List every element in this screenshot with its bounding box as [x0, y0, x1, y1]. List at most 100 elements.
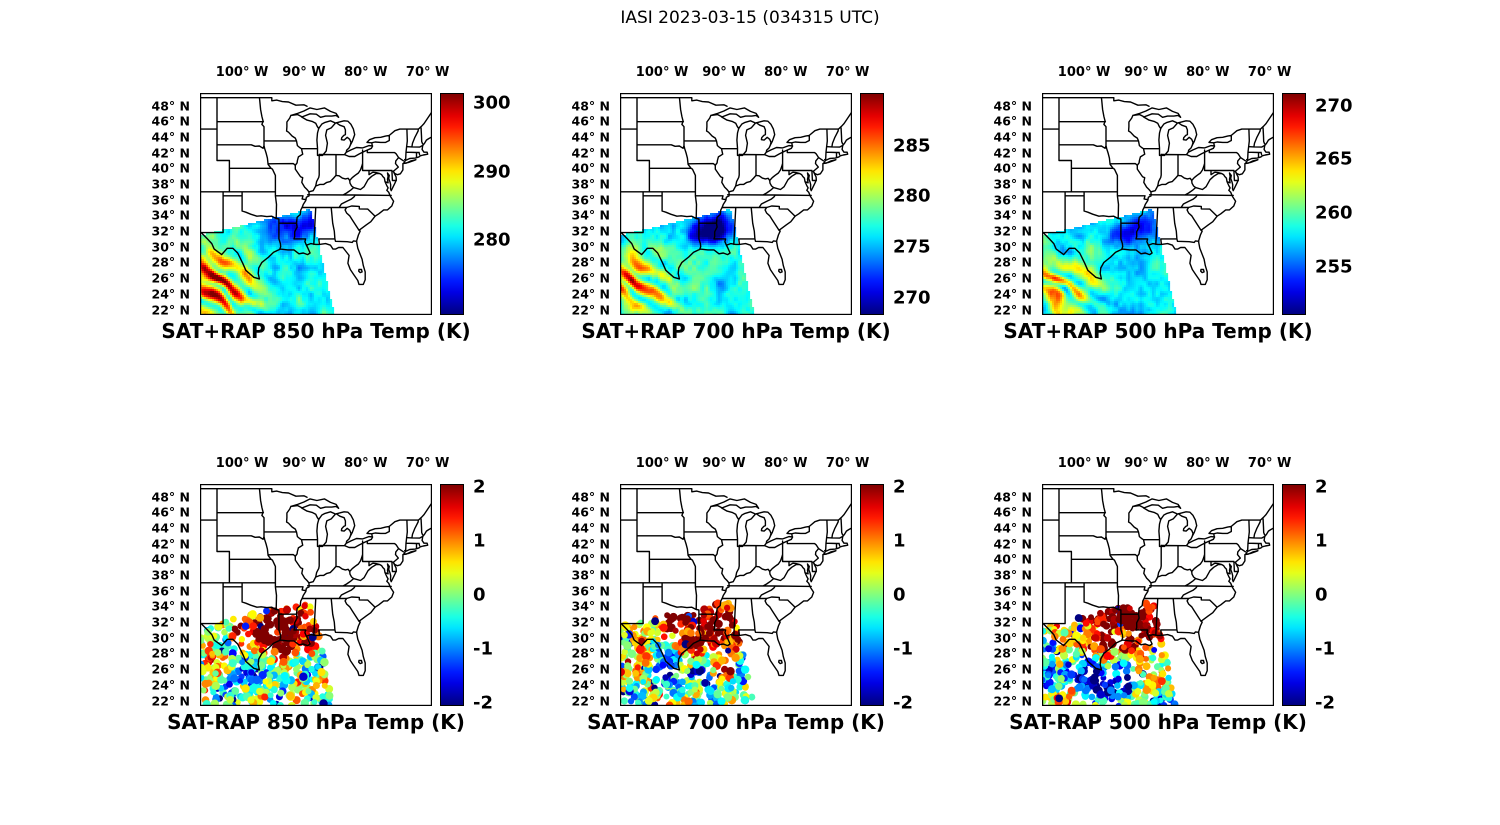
lat-tick-label: 30° N [993, 239, 1032, 255]
lat-tick-label: 38° N [151, 567, 190, 583]
lat-tick-label: 34° N [571, 598, 610, 614]
colorbar-tick-labels: 2 1 0 -1 -2 [893, 476, 963, 714]
state-boundaries-layer [620, 93, 852, 315]
colorbar-tick-label: 0 [473, 584, 486, 606]
lat-tick-label: 30° N [571, 239, 610, 255]
lat-tick-label: 34° N [151, 207, 190, 223]
temperature-swath-canvas [620, 93, 852, 315]
lon-tick-label: 70° W [1247, 456, 1292, 471]
latitude-axis-labels: 48° N 46° N 44° N 42° N 40° N 38° N 36° N 34° N… [120, 484, 195, 708]
lat-tick-label: 28° N [571, 645, 610, 661]
lat-tick-label: 46° N [151, 504, 190, 520]
difference-dots-canvas [620, 484, 852, 706]
lat-tick-label: 26° N [151, 661, 190, 677]
lon-tick-label: 80° W [1186, 456, 1230, 471]
lat-tick-label: 22° N [993, 302, 1032, 317]
map-panel-sat-plus-rap-700: 100° W 90° W 80° W 70° W 48° N 46° N 44° N 42°… [540, 63, 964, 355]
map-plot-area [620, 484, 852, 706]
lon-tick-label: 90° W [282, 65, 326, 80]
longitude-axis-labels: 100° W 90° W 80° W 70° W [1042, 454, 1292, 474]
colorbar-tick-label: 270 [1315, 95, 1353, 117]
lon-tick-label: 80° W [764, 65, 808, 80]
lon-tick-label: 80° W [764, 456, 808, 471]
colorbar-tick-label: 0 [893, 584, 906, 606]
colorbar [440, 484, 464, 706]
lat-tick-label: 24° N [151, 677, 190, 693]
lat-tick-label: 40° N [993, 160, 1032, 176]
lon-tick-label: 100° W [1057, 456, 1111, 471]
lon-tick-label: 100° W [1057, 65, 1111, 80]
lat-tick-label: 28° N [993, 645, 1032, 661]
lat-tick-label: 48° N [993, 489, 1032, 505]
lat-tick-label: 36° N [993, 583, 1032, 599]
colorbar-tick-labels: 300 290 280 [473, 93, 543, 315]
lat-tick-label: 32° N [571, 614, 610, 630]
lat-tick-label: 22° N [151, 302, 190, 317]
state-boundaries-layer [200, 93, 432, 315]
lat-tick-label: 44° N [151, 520, 190, 536]
latitude-axis-labels: 48° N 46° N 44° N 42° N 40° N 38° N 36° N 34° N… [540, 484, 615, 708]
state-boundaries-layer [1042, 484, 1274, 706]
lat-tick-label: 26° N [571, 270, 610, 286]
colorbar-tick-label: 300 [473, 92, 511, 114]
lat-tick-label: 48° N [993, 98, 1032, 114]
longitude-axis-labels: 100° W 90° W 80° W 70° W [200, 63, 450, 83]
lat-tick-label: 38° N [993, 176, 1032, 192]
colorbar-tick-label: 1 [473, 530, 486, 552]
colorbar-tick-labels: 285 280 275 270 [893, 93, 963, 315]
temperature-swath-canvas [200, 93, 432, 315]
lat-tick-label: 40° N [571, 160, 610, 176]
lat-tick-label: 26° N [151, 270, 190, 286]
lat-tick-label: 42° N [151, 145, 190, 161]
lat-tick-label: 48° N [571, 489, 610, 505]
colorbar [860, 93, 884, 315]
map-plot-area [200, 484, 432, 706]
lat-tick-label: 34° N [993, 598, 1032, 614]
lat-tick-label: 40° N [151, 551, 190, 567]
colorbar-tick-label: 285 [893, 135, 931, 157]
lat-tick-label: 40° N [571, 551, 610, 567]
colorbar-tick-label: 1 [1315, 530, 1328, 552]
lat-tick-label: 44° N [571, 520, 610, 536]
lat-tick-label: 48° N [151, 98, 190, 114]
lon-tick-label: 80° W [1186, 65, 1230, 80]
panel-title: SAT+RAP 850 hPa Temp (K) [161, 319, 471, 343]
lat-tick-label: 26° N [993, 270, 1032, 286]
lat-tick-label: 30° N [993, 630, 1032, 646]
lat-tick-label: 22° N [571, 302, 610, 317]
lat-tick-label: 22° N [993, 693, 1032, 708]
longitude-axis-labels: 100° W 90° W 80° W 70° W [200, 454, 450, 474]
lon-tick-label: 70° W [825, 65, 870, 80]
colorbar-tick-label: 280 [473, 229, 511, 251]
state-boundaries-layer [620, 484, 852, 706]
difference-dots-canvas [200, 484, 432, 706]
lat-tick-label: 36° N [571, 192, 610, 208]
colorbar [1282, 93, 1306, 315]
lat-tick-label: 42° N [151, 536, 190, 552]
lat-tick-label: 28° N [151, 645, 190, 661]
lat-tick-label: 36° N [151, 583, 190, 599]
lon-tick-label: 90° W [282, 456, 326, 471]
colorbar-tick-label: 2 [893, 476, 906, 498]
map-plot-area [620, 93, 852, 315]
lat-tick-label: 22° N [571, 693, 610, 708]
lat-tick-label: 26° N [571, 661, 610, 677]
lat-tick-label: 28° N [151, 254, 190, 270]
colorbar-tick-label: 255 [1315, 256, 1353, 278]
colorbar [860, 484, 884, 706]
colorbar-tick-label: 2 [473, 476, 486, 498]
lat-tick-label: 40° N [993, 551, 1032, 567]
lat-tick-label: 42° N [993, 536, 1032, 552]
lat-tick-label: 36° N [151, 192, 190, 208]
colorbar [440, 93, 464, 315]
state-boundaries-layer [1042, 93, 1274, 315]
lat-tick-label: 44° N [993, 129, 1032, 145]
lat-tick-label: 42° N [571, 145, 610, 161]
lat-tick-label: 24° N [993, 286, 1032, 302]
panel-title: SAT-RAP 700 hPa Temp (K) [587, 710, 885, 734]
lon-tick-label: 70° W [1247, 65, 1292, 80]
lat-tick-label: 48° N [151, 489, 190, 505]
map-plot-area [1042, 93, 1274, 315]
lat-tick-label: 24° N [151, 286, 190, 302]
